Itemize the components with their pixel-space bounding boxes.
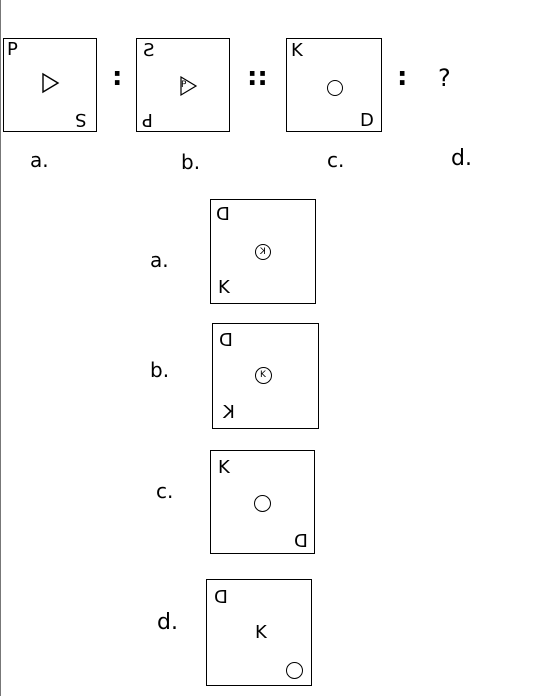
option-d-figure[interactable]: D K [206, 579, 312, 686]
option-b-inner-letter-k: K [260, 370, 266, 380]
figure-b-letter-s: S [143, 40, 155, 61]
figure-a-letter-p: P [7, 39, 18, 60]
question-figure-c: K D [286, 38, 382, 132]
option-c-label: c. [156, 479, 174, 503]
option-c-letter-d: D [294, 531, 308, 552]
ratio-separator-double: :: [247, 62, 268, 92]
ratio-separator-1: : [112, 62, 123, 92]
option-c-circle [254, 495, 271, 512]
page-left-edge [0, 0, 1, 696]
figure-c-letter-k: K [291, 40, 303, 61]
question-label-c: c. [327, 148, 345, 172]
figure-c-circle [327, 80, 343, 96]
figure-a-letter-s: S [75, 109, 87, 130]
option-b-letter-k: K [223, 402, 235, 423]
option-a-label: a. [150, 248, 169, 272]
figure-b-letter-p: P [142, 109, 153, 130]
option-b-figure[interactable]: D K K [212, 323, 319, 429]
option-a-figure[interactable]: D K K [210, 199, 316, 304]
figure-a-triangle [42, 72, 60, 94]
option-c-figure[interactable]: K D [210, 450, 315, 554]
option-a-letter-k: K [218, 277, 230, 298]
ratio-separator-2: : [397, 62, 408, 92]
figure-b-triangle [180, 75, 198, 97]
option-a-circle [255, 244, 271, 260]
option-d-circle [286, 662, 303, 679]
option-b-circle [255, 367, 272, 384]
option-b-letter-d: D [219, 330, 233, 351]
question-figure-a: P S [3, 38, 97, 132]
option-d-label: d. [157, 610, 178, 635]
option-d-letter-d: D [214, 587, 228, 608]
question-label-d: d. [451, 146, 472, 171]
question-label-b: b. [181, 150, 201, 174]
question-label-a: a. [30, 148, 49, 172]
option-a-letter-d: D [216, 204, 230, 225]
figure-b-inner-letter-p: P [181, 80, 187, 90]
option-d-letter-k: K [255, 622, 267, 643]
unknown-figure: ? [438, 64, 451, 92]
option-c-letter-k: K [218, 457, 230, 478]
option-a-inner-letter-k: K [260, 247, 266, 257]
figure-c-letter-d: D [360, 110, 374, 131]
option-b-label: b. [150, 358, 170, 382]
question-figure-b: S P P [136, 38, 230, 132]
